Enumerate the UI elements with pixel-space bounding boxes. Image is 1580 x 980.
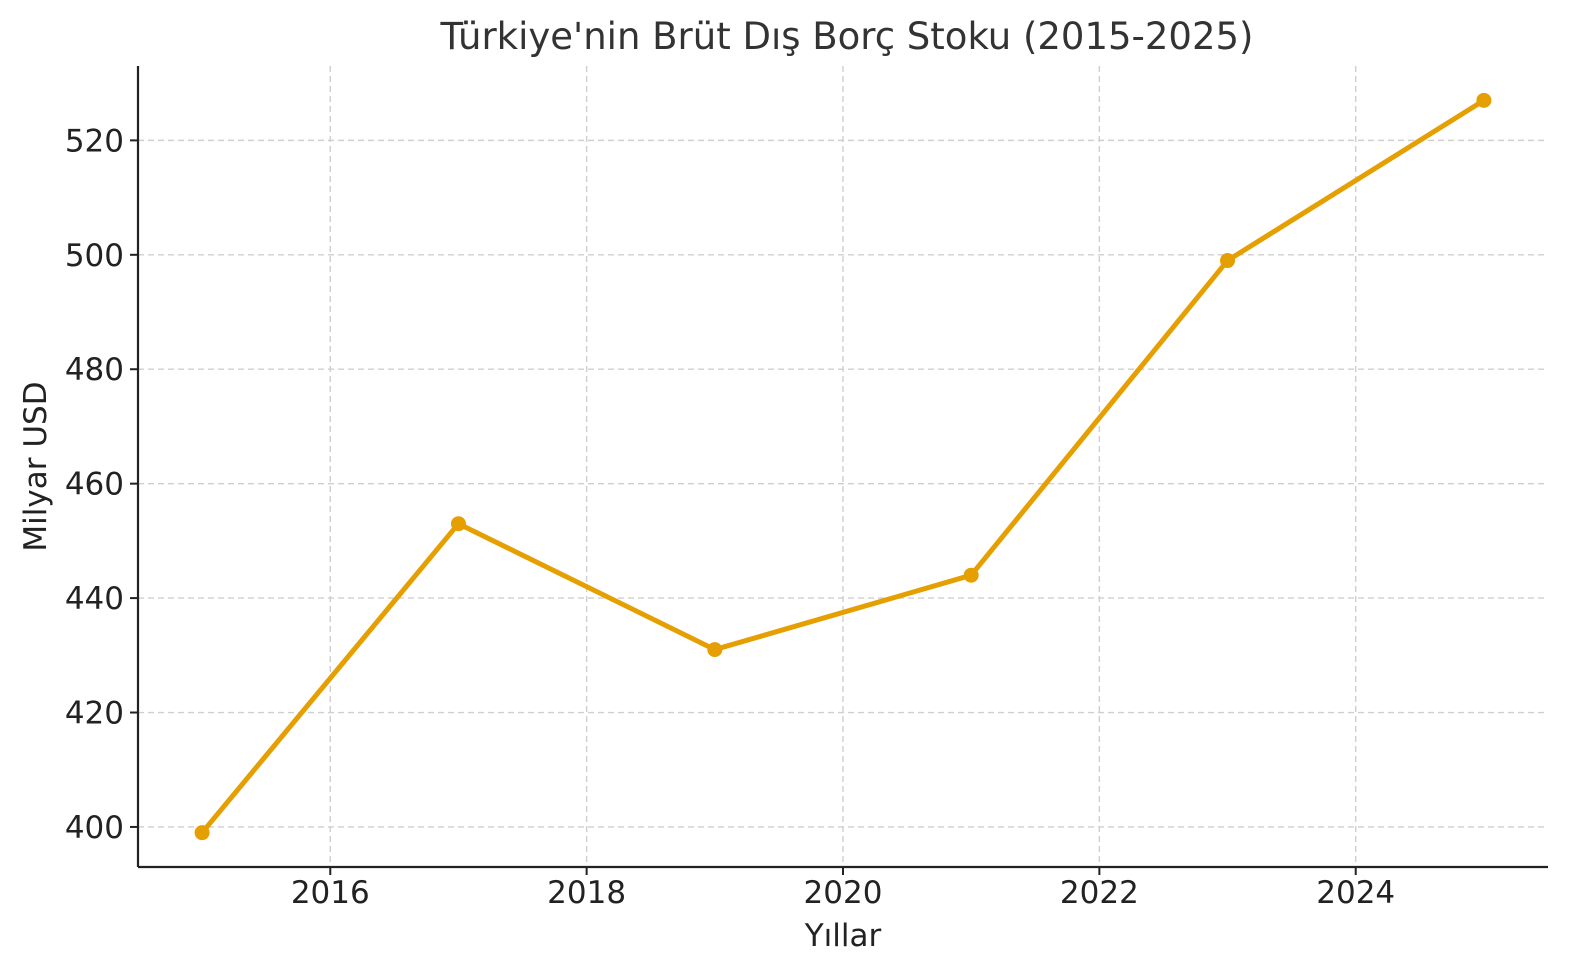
ticks: 2016 2018 2020 2022 2024 400 420 440 460 480 500 52…	[65, 123, 1395, 911]
data-point-2025	[1476, 92, 1492, 108]
chart-title: Türkiye'nin Brüt Dış Borç Stoku (2015-20…	[440, 15, 1254, 58]
y-tick-label-500: 500	[65, 238, 124, 274]
y-tick-label-400: 400	[65, 810, 124, 846]
data-point-2019	[707, 642, 723, 658]
y-tick-label-420: 420	[65, 696, 124, 732]
grid	[138, 66, 1548, 867]
y-tick-label-440: 440	[65, 581, 124, 617]
x-tick-label-2022: 2022	[1060, 875, 1139, 911]
data-point-2021	[963, 567, 979, 583]
x-axis-label: Yıllar	[804, 918, 882, 954]
data-point-2017	[450, 516, 466, 532]
x-tick-label-2018: 2018	[547, 875, 626, 911]
series	[194, 92, 1492, 841]
y-tick-label-520: 520	[65, 123, 124, 159]
y-axis-label: Milyar USD	[18, 381, 54, 551]
y-tick-label-460: 460	[65, 467, 124, 503]
x-tick-label-2016: 2016	[291, 875, 370, 911]
series-line-0	[199, 97, 1487, 836]
y-tick-label-480: 480	[65, 352, 124, 388]
data-point-2023	[1220, 253, 1236, 269]
x-tick-label-2020: 2020	[804, 875, 883, 911]
data-point-2015	[194, 825, 210, 841]
x-tick-label-2024: 2024	[1316, 875, 1395, 911]
